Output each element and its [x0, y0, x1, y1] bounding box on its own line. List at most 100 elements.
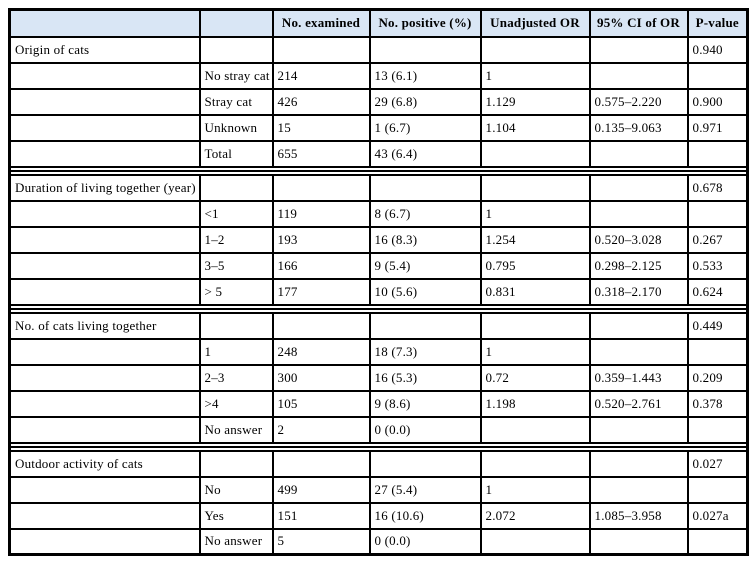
p-value-cell	[686, 337, 749, 366]
positive-cell: 16 (8.3)	[368, 225, 482, 254]
empty-cell	[368, 449, 482, 478]
table-row: > 5 177 10 (5.6) 0.831 0.318–2.170 0.624	[8, 277, 749, 306]
or-cell: 1.104	[479, 113, 591, 142]
positive-cell: 9 (5.4)	[368, 251, 482, 280]
ci-cell: 0.520–2.761	[588, 389, 689, 418]
table-row: 1–2 193 16 (8.3) 1.254 0.520–3.028 0.267	[8, 225, 749, 254]
empty-cell	[271, 173, 371, 202]
section-divider	[8, 303, 749, 310]
p-value-cell	[686, 415, 749, 444]
examined-cell: 166	[271, 251, 371, 280]
empty-cell	[271, 35, 371, 64]
empty-cell	[588, 311, 689, 340]
p-value-cell: 0.209	[686, 363, 749, 392]
table-row: No 499 27 (5.4) 1	[8, 475, 749, 504]
table-row: No answer 5 0 (0.0)	[8, 527, 749, 556]
positive-cell: 10 (5.6)	[368, 277, 482, 306]
divider-rule	[8, 307, 749, 314]
or-cell	[479, 139, 591, 168]
examined-cell: 193	[271, 225, 371, 254]
ci-cell: 1.085–3.958	[588, 501, 689, 530]
empty-cell	[479, 173, 591, 202]
examined-cell: 151	[271, 501, 371, 530]
table-row: No answer 2 0 (0.0)	[8, 415, 749, 444]
or-cell: 1	[479, 475, 591, 504]
section-header-row: No. of cats living together 0.449	[8, 311, 749, 340]
empty-cell	[8, 527, 201, 556]
category-cell: Total	[198, 139, 274, 168]
or-cell: 0.831	[479, 277, 591, 306]
or-cell: 1	[479, 337, 591, 366]
section-divider	[8, 441, 749, 448]
p-value-cell: 0.027a	[686, 501, 749, 530]
examined-cell: 119	[271, 199, 371, 228]
empty-cell	[588, 35, 689, 64]
empty-cell	[588, 173, 689, 202]
divider-rule	[8, 165, 749, 172]
empty-cell	[368, 35, 482, 64]
examined-cell: 105	[271, 389, 371, 418]
positive-cell: 43 (6.4)	[368, 139, 482, 168]
positive-cell: 0 (0.0)	[368, 527, 482, 556]
empty-cell	[8, 61, 201, 90]
ci-cell: 0.520–3.028	[588, 225, 689, 254]
examined-cell: 655	[271, 139, 371, 168]
examined-cell: 248	[271, 337, 371, 366]
section-divider	[8, 169, 749, 176]
empty-cell	[368, 173, 482, 202]
table-row: >4 105 9 (8.6) 1.198 0.520–2.761 0.378	[8, 389, 749, 418]
empty-cell	[8, 501, 201, 530]
p-value-cell: 0.624	[686, 277, 749, 306]
section-header-row: Origin of cats 0.940	[8, 35, 749, 64]
category-cell: <1	[198, 199, 274, 228]
table-header-row: No. examined No. positive (%) Unadjusted…	[8, 8, 749, 38]
empty-cell	[8, 415, 201, 444]
ci-cell	[588, 415, 689, 444]
positive-cell: 13 (6.1)	[368, 61, 482, 90]
empty-cell	[271, 311, 371, 340]
category-cell: 1	[198, 337, 274, 366]
ci-cell: 0.298–2.125	[588, 251, 689, 280]
section-header-row: Duration of living together (year) 0.678	[8, 173, 749, 202]
examined-cell: 177	[271, 277, 371, 306]
positive-cell: 0 (0.0)	[368, 415, 482, 444]
section-divider	[8, 307, 749, 314]
section-label: Duration of living together (year)	[8, 173, 201, 202]
category-cell: No answer	[198, 527, 274, 556]
empty-cell	[368, 311, 482, 340]
table-row: 1 248 18 (7.3) 1	[8, 337, 749, 366]
table-row: <1 119 8 (6.7) 1	[8, 199, 749, 228]
ci-cell	[588, 475, 689, 504]
category-cell: Yes	[198, 501, 274, 530]
or-cell	[479, 527, 591, 556]
p-value-cell: 0.971	[686, 113, 749, 142]
section-label: No. of cats living together	[8, 311, 201, 340]
or-cell: 1.254	[479, 225, 591, 254]
table-row: 3–5 166 9 (5.4) 0.795 0.298–2.125 0.533	[8, 251, 749, 280]
divider-rule	[8, 303, 749, 310]
category-cell: > 5	[198, 277, 274, 306]
divider-rule	[8, 445, 749, 452]
positive-cell: 18 (7.3)	[368, 337, 482, 366]
empty-cell	[8, 337, 201, 366]
category-cell: 1–2	[198, 225, 274, 254]
section-p-value: 0.940	[686, 35, 749, 64]
or-cell	[479, 415, 591, 444]
or-cell: 1.129	[479, 87, 591, 116]
table-row: 2–3 300 16 (5.3) 0.72 0.359–1.443 0.209	[8, 363, 749, 392]
category-cell: No stray cat	[198, 61, 274, 90]
empty-cell	[8, 199, 201, 228]
divider-rule	[8, 441, 749, 448]
empty-cell	[8, 277, 201, 306]
table-row: Yes 151 16 (10.6) 2.072 1.085–3.958 0.02…	[8, 501, 749, 530]
table-row: Stray cat 426 29 (6.8) 1.129 0.575–2.220…	[8, 87, 749, 116]
positive-cell: 16 (5.3)	[368, 363, 482, 392]
ci-cell: 0.135–9.063	[588, 113, 689, 142]
p-value-cell	[686, 61, 749, 90]
category-cell: 2–3	[198, 363, 274, 392]
ci-cell	[588, 337, 689, 366]
ci-cell	[588, 61, 689, 90]
empty-cell	[8, 113, 201, 142]
examined-cell: 2	[271, 415, 371, 444]
